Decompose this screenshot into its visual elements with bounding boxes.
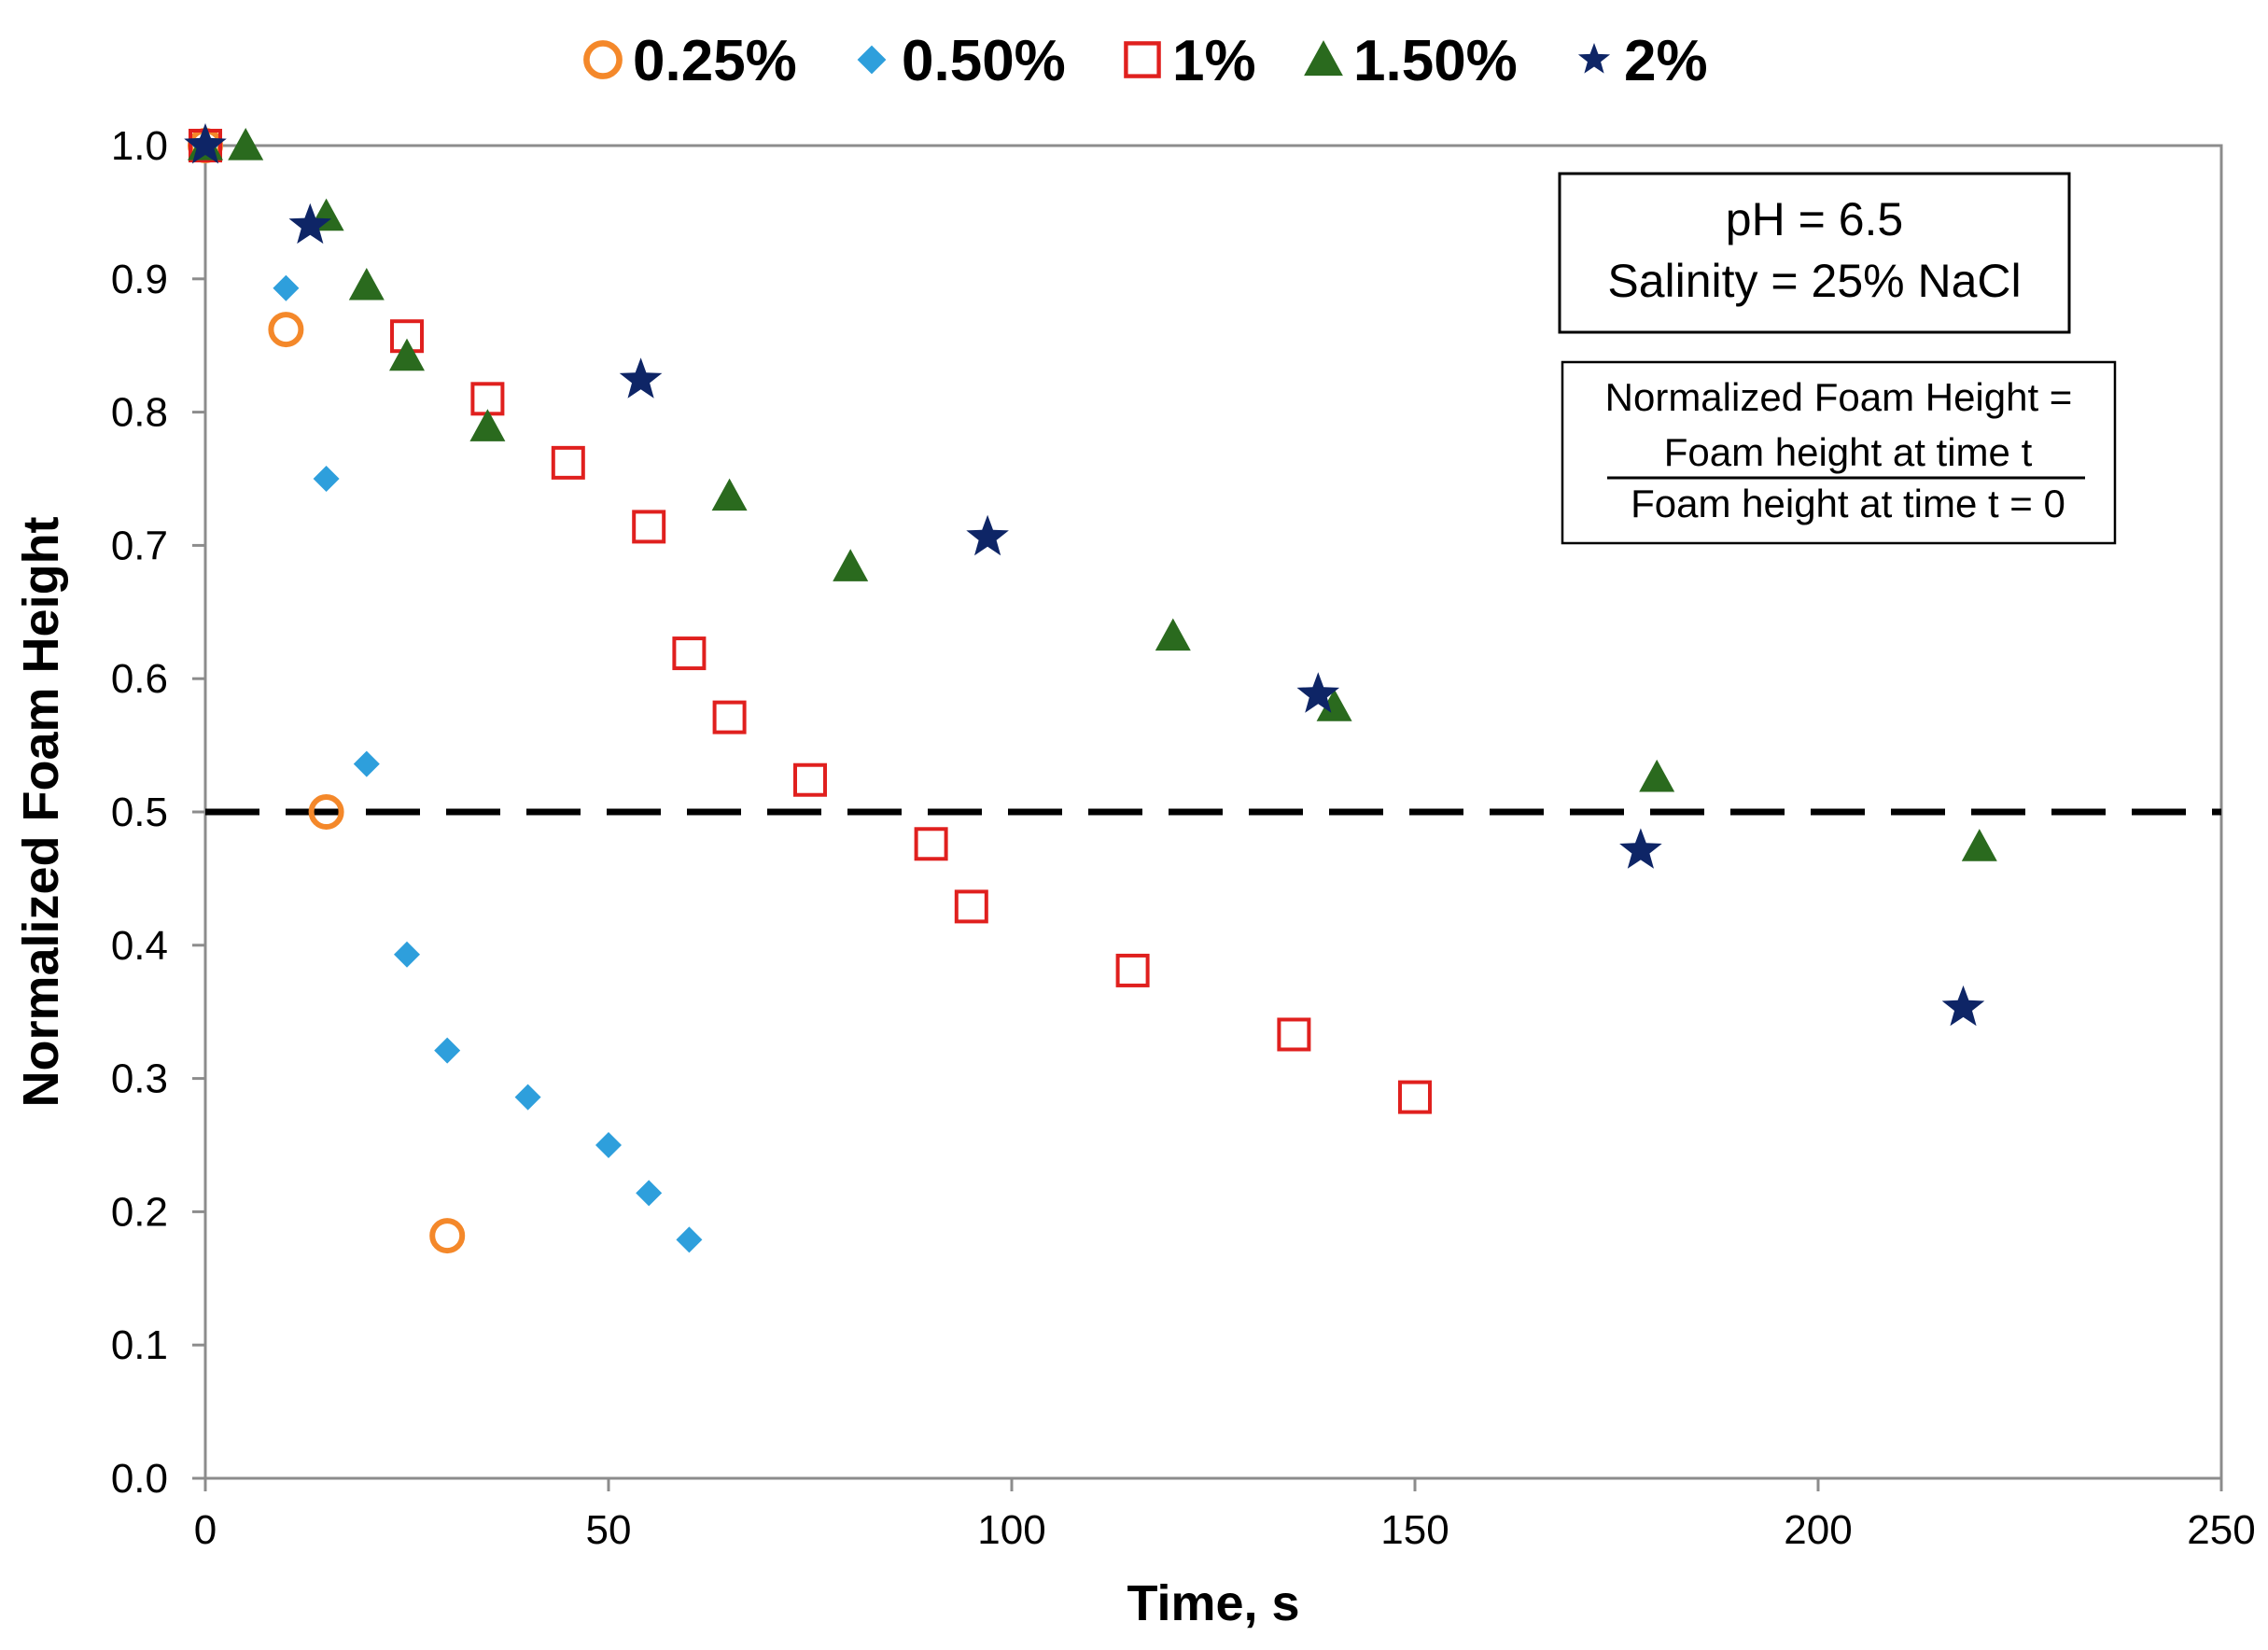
series-0-50-	[192, 133, 703, 1253]
data-point	[1941, 985, 1985, 1027]
x-tick-label: 0	[194, 1507, 217, 1553]
data-point	[1115, 953, 1150, 987]
data-point	[833, 549, 869, 581]
data-point	[595, 1132, 622, 1158]
formula-box: Normalized Foam Height = Foam height at …	[1561, 360, 2117, 545]
y-axis-title: Normalized Foam Height	[13, 516, 69, 1107]
series-0-25-	[188, 128, 466, 1254]
data-point	[1296, 672, 1340, 713]
data-point	[429, 1218, 466, 1254]
y-tick-label: 0.8	[111, 390, 168, 436]
data-point	[1316, 689, 1352, 721]
legend-label: 1.50%	[1353, 29, 1518, 93]
data-point	[636, 1180, 663, 1207]
data-point	[1639, 759, 1675, 792]
data-point	[619, 357, 663, 399]
data-point	[632, 510, 666, 544]
data-point	[434, 1037, 461, 1064]
y-tick-label: 0.4	[111, 923, 168, 969]
data-point	[313, 466, 340, 492]
data-point	[348, 267, 385, 301]
formula-denominator: Foam height at time t = 0	[1631, 482, 2065, 525]
legend-marker	[857, 45, 887, 75]
legend-label: 0.25%	[633, 29, 797, 93]
y-tick-label: 0.3	[111, 1056, 168, 1102]
data-point	[1619, 828, 1662, 869]
data-point	[228, 128, 264, 161]
conditions-line-salinity: Salinity = 25% NaCl	[1607, 255, 2021, 307]
series-1-	[189, 129, 1432, 1114]
x-tick-label: 200	[1784, 1507, 1852, 1553]
data-point	[514, 1084, 541, 1111]
axis-ticks: 0.0 0.1 0.2 0.3 0.4 0.5 0.6 0.7 0.8 0.9 1.0 0 50 100 1…	[111, 123, 2256, 1553]
data-point	[672, 636, 707, 671]
data-point	[1155, 618, 1191, 651]
data-point	[273, 274, 300, 301]
y-tick-label: 0.6	[111, 656, 168, 702]
legend-label: 0.50%	[902, 29, 1066, 93]
formula-numerator: Foam height at time t	[1664, 430, 2033, 474]
data-point	[712, 700, 747, 734]
x-tick-label: 150	[1380, 1507, 1449, 1553]
data-point	[394, 941, 420, 968]
data-point	[184, 123, 227, 164]
data-point	[966, 514, 1009, 556]
data-point	[676, 1226, 703, 1253]
y-tick-label: 0.9	[111, 257, 168, 302]
data-point	[268, 312, 304, 348]
x-tick-label: 50	[586, 1507, 632, 1553]
y-tick-label: 0.7	[111, 523, 168, 568]
legend-marker	[583, 40, 623, 79]
data-point	[1398, 1080, 1432, 1114]
series-2-	[184, 123, 1985, 1027]
data-point	[308, 794, 344, 830]
x-axis-title: Time, s	[1127, 1575, 1299, 1631]
data-point	[469, 409, 506, 441]
conditions-line-ph: pH = 6.5	[1726, 193, 1903, 245]
legend-label: 1%	[1172, 29, 1256, 93]
data-point	[1961, 829, 1997, 861]
conditions-box: pH = 6.5 Salinity = 25% NaCl	[1558, 172, 2071, 334]
data-point	[389, 338, 425, 371]
x-tick-label: 250	[2187, 1507, 2255, 1553]
data-point	[793, 762, 827, 797]
data-point	[551, 445, 585, 480]
data-point	[1277, 1017, 1311, 1052]
legend-marker	[1124, 41, 1161, 78]
data-point	[288, 203, 332, 245]
y-tick-label: 0.2	[111, 1189, 168, 1235]
legend-marker	[1304, 40, 1343, 77]
legend-marker	[1577, 43, 1611, 74]
x-tick-label: 100	[977, 1507, 1045, 1553]
y-tick-label: 0.0	[111, 1456, 168, 1502]
data-point	[914, 827, 948, 861]
y-tick-label: 0.5	[111, 790, 168, 835]
y-tick-label: 1.0	[111, 123, 168, 169]
data-point	[711, 478, 748, 511]
legend-label: 2%	[1624, 29, 1708, 93]
data-points	[184, 123, 1997, 1254]
y-tick-label: 0.1	[111, 1322, 168, 1368]
formula-lhs: Normalized Foam Height =	[1605, 375, 2073, 419]
legend: 0.25% 0.50% 1% 1.50% 2%	[583, 29, 1708, 93]
data-point	[353, 750, 380, 777]
data-point	[954, 889, 988, 924]
